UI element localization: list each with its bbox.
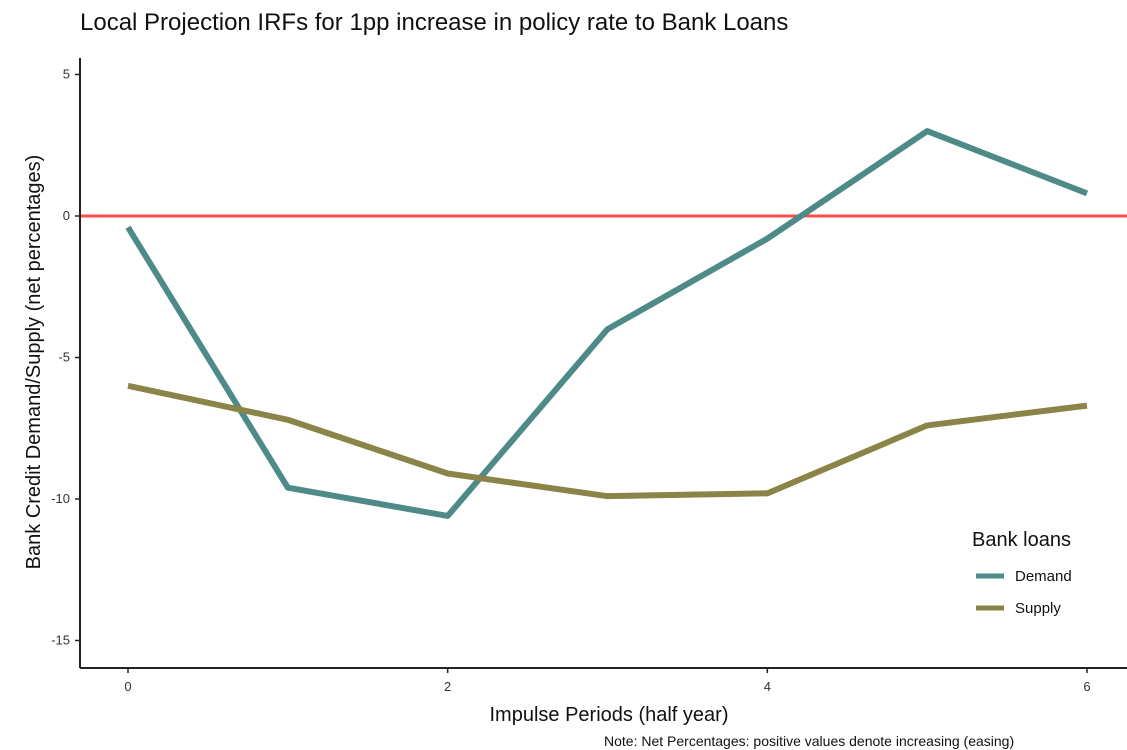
x-tick-label: 4 (764, 679, 771, 694)
legend-label-supply: Supply (1015, 600, 1061, 617)
x-axis-ticks: 0 2 4 6 (124, 668, 1091, 694)
legend: Bank loans Demand Supply (972, 529, 1072, 617)
x-tick-label: 6 (1083, 679, 1090, 694)
legend-label-demand: Demand (1015, 568, 1072, 585)
chart-title: Local Projection IRFs for 1pp increase i… (80, 9, 788, 36)
y-tick-label: -15 (51, 633, 70, 648)
y-tick-label: -5 (58, 350, 70, 365)
series-line-supply (127, 382, 1088, 500)
x-tick-label: 2 (444, 679, 451, 694)
series-lines (125, 128, 1089, 519)
y-tick-label: 5 (63, 67, 70, 82)
chart-caption: Note: Net Percentages: positive values d… (604, 733, 1014, 749)
y-axis-label: Bank Credit Demand/Supply (net percentag… (23, 155, 45, 570)
y-axis-ticks: 5 0 -5 -10 -15 (51, 67, 80, 648)
x-axis-label: Impulse Periods (half year) (490, 704, 729, 726)
x-tick-label: 0 (124, 679, 131, 694)
y-tick-label: -10 (51, 491, 70, 506)
series-line-demand (125, 128, 1089, 519)
legend-title: Bank loans (972, 529, 1071, 551)
y-tick-label: 0 (63, 208, 70, 223)
